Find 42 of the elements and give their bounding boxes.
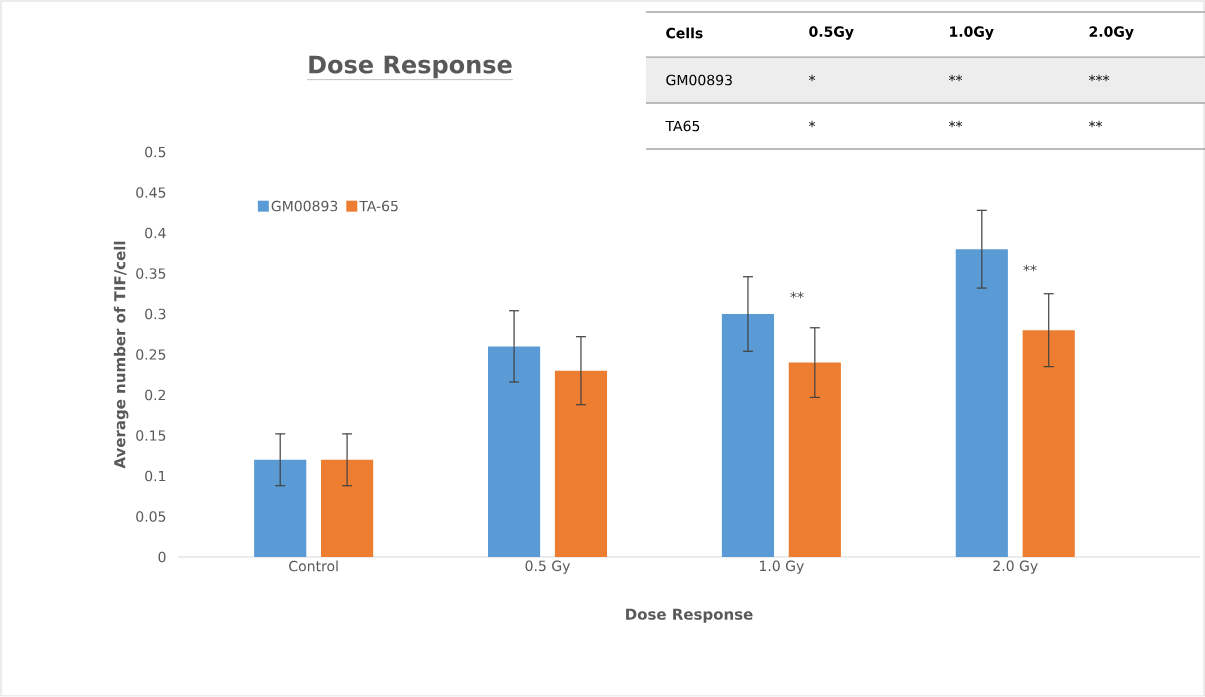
annotation: ** bbox=[1023, 264, 1037, 272]
text: ** bbox=[1088, 120, 1103, 128]
chart-title: Dose Response bbox=[309, 55, 512, 79]
y-tick-label: 0.05 bbox=[136, 511, 166, 522]
bar bbox=[788, 362, 841, 557]
y-tick-label: 0.15 bbox=[136, 430, 166, 441]
y-tick-label: 0.5 bbox=[145, 146, 166, 158]
text: TA65 bbox=[665, 120, 700, 132]
text: ** bbox=[948, 120, 963, 128]
text: * bbox=[808, 120, 816, 128]
y-axis-title: Average number of TIF/cell bbox=[113, 241, 129, 469]
bar bbox=[1022, 330, 1075, 557]
text: 0.5Gy bbox=[809, 26, 854, 40]
y-tick-label: 0 bbox=[158, 551, 166, 563]
text: ** bbox=[948, 74, 963, 82]
bar bbox=[488, 346, 541, 557]
legend-label: GM00893 bbox=[271, 200, 338, 212]
y-tick-label: 0.1 bbox=[145, 470, 166, 482]
bar bbox=[554, 370, 608, 557]
x-axis-title: Dose Response bbox=[626, 608, 753, 623]
x-tick-label: Control bbox=[289, 560, 338, 572]
text: * bbox=[808, 74, 816, 82]
x-tick-label: 1.0 Gy bbox=[760, 560, 804, 574]
x-tick-label: 2.0 Gy bbox=[993, 560, 1038, 574]
y-tick-label: 0.35 bbox=[136, 268, 166, 279]
text: *** bbox=[1088, 74, 1110, 82]
legend-label: TA-65 bbox=[359, 200, 398, 212]
bar bbox=[721, 314, 775, 557]
text: Cells bbox=[666, 27, 703, 39]
y-tick-label: 0.4 bbox=[145, 227, 166, 239]
bar bbox=[254, 459, 307, 557]
y-tick-label: 0.2 bbox=[145, 389, 166, 401]
text: GM00893 bbox=[666, 74, 732, 86]
y-tick-label: 0.45 bbox=[136, 187, 166, 198]
bar bbox=[955, 249, 1008, 557]
y-tick-label: 0.25 bbox=[136, 349, 166, 360]
text: 1.0Gy bbox=[950, 26, 994, 40]
annotation: ** bbox=[790, 291, 804, 299]
bar bbox=[321, 459, 374, 557]
y-tick-label: 0.3 bbox=[145, 308, 166, 320]
x-tick-label: 0.5 Gy bbox=[525, 560, 571, 574]
text: 2.0Gy bbox=[1089, 26, 1134, 40]
